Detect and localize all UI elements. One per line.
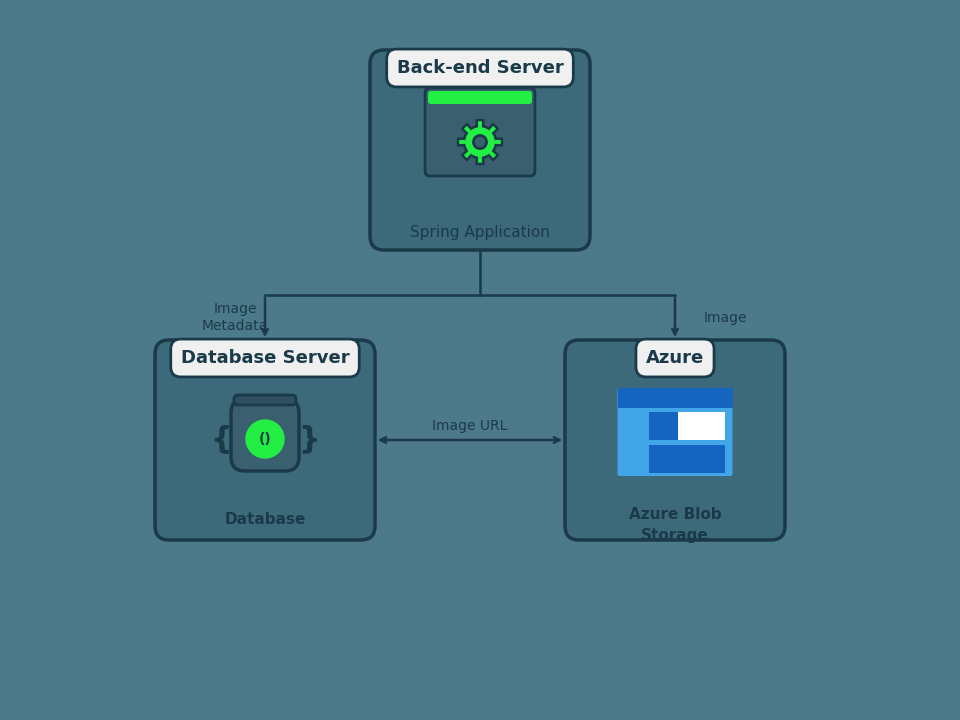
FancyBboxPatch shape <box>617 388 732 408</box>
FancyBboxPatch shape <box>617 388 732 476</box>
Bar <box>649 412 696 440</box>
Text: Database: Database <box>225 513 305 528</box>
Text: Image: Image <box>704 310 747 325</box>
Bar <box>678 412 725 440</box>
FancyBboxPatch shape <box>565 340 785 540</box>
Text: Spring Application: Spring Application <box>410 225 550 240</box>
Text: Back-end Server: Back-end Server <box>396 59 564 77</box>
Circle shape <box>246 420 284 458</box>
Polygon shape <box>458 120 502 164</box>
Bar <box>678 445 725 473</box>
FancyBboxPatch shape <box>425 88 535 176</box>
Bar <box>649 445 696 473</box>
Circle shape <box>475 138 485 146</box>
FancyBboxPatch shape <box>155 340 375 540</box>
Text: (): () <box>258 432 272 446</box>
Text: Azure Blob
Storage: Azure Blob Storage <box>629 507 721 543</box>
FancyBboxPatch shape <box>234 395 296 405</box>
Text: Azure: Azure <box>646 349 704 367</box>
Text: Database Server: Database Server <box>180 349 349 367</box>
FancyBboxPatch shape <box>428 91 532 104</box>
Text: }: } <box>299 425 320 454</box>
Text: Image
Metadata: Image Metadata <box>202 302 268 333</box>
FancyBboxPatch shape <box>231 399 299 471</box>
Text: Image URL: Image URL <box>432 419 508 433</box>
FancyBboxPatch shape <box>370 50 590 250</box>
Circle shape <box>472 135 488 149</box>
Bar <box>617 388 732 408</box>
Text: {: { <box>210 425 231 454</box>
